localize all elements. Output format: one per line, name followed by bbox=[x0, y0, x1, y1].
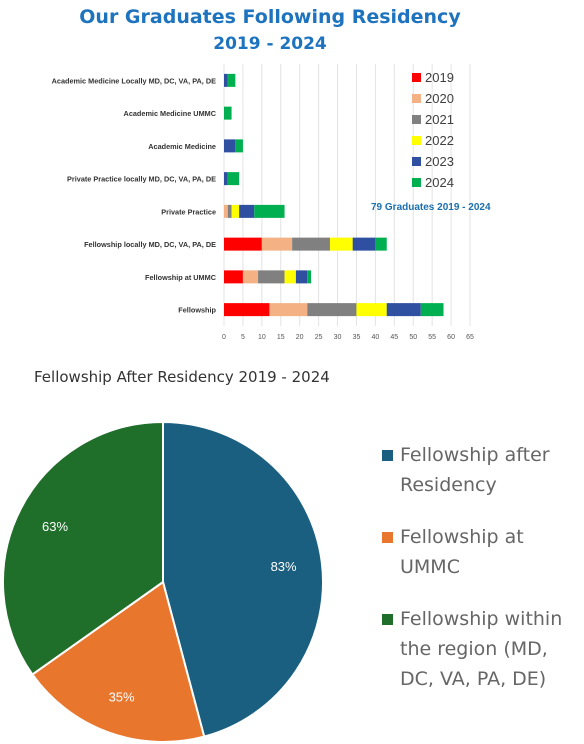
x-tick-label: 35 bbox=[353, 334, 361, 341]
bar-segment bbox=[235, 139, 243, 153]
bar-segment bbox=[295, 270, 308, 284]
bar-segment bbox=[352, 237, 376, 251]
bar-segment bbox=[242, 270, 259, 284]
bar-segment bbox=[224, 204, 228, 218]
x-tick-label: 50 bbox=[409, 334, 417, 341]
pie-slice-label: 83% bbox=[271, 559, 297, 574]
x-tick-label: 45 bbox=[390, 334, 398, 341]
category-label: Academic Medicine bbox=[148, 142, 216, 151]
pie-legend: Fellowship after Residency Fellowship at… bbox=[382, 440, 582, 716]
legend-label: 2021 bbox=[425, 112, 454, 127]
bar-segment bbox=[258, 270, 285, 284]
pie-legend-swatch bbox=[382, 450, 393, 461]
bar-segment bbox=[224, 139, 236, 153]
x-tick-label: 30 bbox=[334, 334, 342, 341]
x-tick-label: 40 bbox=[371, 334, 379, 341]
pie-legend-item: Fellowship at UMMC bbox=[382, 522, 582, 582]
category-label: Academic Medicine Locally MD, DC, VA, PA… bbox=[52, 76, 216, 85]
x-tick-label: 25 bbox=[315, 334, 323, 341]
pie-slice bbox=[31, 580, 206, 744]
bar-segment bbox=[420, 303, 444, 317]
x-tick-label: 55 bbox=[428, 334, 436, 341]
bar-segment bbox=[224, 172, 228, 186]
category-label: Private Practice locally MD, DC, VA, PA,… bbox=[67, 175, 216, 184]
pie-chart: 83% 35% 63% bbox=[2, 420, 325, 744]
x-tick-label: 5 bbox=[241, 334, 245, 341]
category-label: Fellowship locally MD, DC, VA, PA, DE bbox=[84, 240, 216, 249]
bar-segment bbox=[224, 270, 243, 284]
bar-chart-subtitle: 2019 - 2024 bbox=[213, 34, 327, 54]
pie-legend-label: Fellowship after Residency bbox=[400, 444, 550, 496]
category-label: Fellowship bbox=[178, 306, 216, 315]
legend-label: 2019 bbox=[425, 70, 454, 85]
pie-legend-label: Fellowship at UMMC bbox=[400, 526, 524, 578]
x-tick-label: 60 bbox=[447, 334, 455, 341]
bar-segment bbox=[224, 73, 228, 87]
legend-label: 2022 bbox=[425, 133, 454, 148]
bar-segment bbox=[269, 303, 308, 317]
legend-swatch bbox=[412, 136, 421, 145]
bar-segment bbox=[231, 204, 240, 218]
pie-chart-title: Fellowship After Residency 2019 - 2024 bbox=[34, 368, 330, 386]
bar-segment bbox=[224, 237, 262, 251]
bar-segment bbox=[284, 270, 296, 284]
stacked-bar-chart: 0 5 10 15 20 25 30 35 40 45 50 55 60 65 Academic Medic… bbox=[52, 64, 491, 341]
bar-segment bbox=[239, 204, 255, 218]
bar-segment bbox=[254, 204, 285, 218]
bar-segment bbox=[356, 303, 387, 317]
bar-segment bbox=[386, 303, 421, 317]
bar-segment bbox=[329, 237, 353, 251]
x-tick-label: 10 bbox=[258, 334, 266, 341]
pie-legend-swatch bbox=[382, 614, 393, 625]
category-label: Private Practice bbox=[161, 207, 216, 216]
x-tick-label: 0 bbox=[222, 334, 226, 341]
annotation-text: 79 Graduates 2019 - 2024 bbox=[371, 202, 491, 213]
legend-swatch bbox=[412, 157, 421, 166]
bar-segment bbox=[292, 237, 330, 251]
x-tick-label: 20 bbox=[296, 334, 304, 341]
bar-segment bbox=[227, 172, 240, 186]
bar-segment bbox=[224, 106, 232, 120]
legend-label: 2023 bbox=[425, 154, 454, 169]
pie-slice bbox=[2, 420, 164, 676]
bar-segment bbox=[227, 73, 236, 87]
bar-segment bbox=[261, 237, 293, 251]
bar-segment bbox=[307, 270, 312, 284]
pie-slice-label: 63% bbox=[42, 519, 68, 534]
category-label: Fellowship at UMMC bbox=[145, 273, 217, 282]
pie-legend-swatch bbox=[382, 532, 393, 543]
legend-label: 2020 bbox=[425, 91, 454, 106]
pie-slice bbox=[162, 420, 325, 738]
bar-segment bbox=[224, 303, 270, 317]
pie-legend-item: Fellowship within the region (MD, DC, VA… bbox=[382, 604, 582, 694]
legend-swatch bbox=[412, 94, 421, 103]
bar-segment bbox=[227, 204, 232, 218]
x-tick-label: 65 bbox=[466, 334, 474, 341]
bar-chart-title: Our Graduates Following Residency bbox=[79, 6, 461, 28]
pie-slice-label: 35% bbox=[109, 689, 135, 704]
legend-swatch bbox=[412, 73, 421, 82]
pie-legend-label: Fellowship within the region (MD, DC, VA… bbox=[400, 608, 563, 690]
legend-swatch bbox=[412, 115, 421, 124]
legend-label: 2024 bbox=[425, 175, 454, 190]
legend-swatch bbox=[412, 178, 421, 187]
bar-segment bbox=[375, 237, 387, 251]
bar-segment bbox=[307, 303, 357, 317]
pie-legend-item: Fellowship after Residency bbox=[382, 440, 582, 500]
x-tick-label: 15 bbox=[277, 334, 285, 341]
category-label: Academic Medicine UMMC bbox=[124, 109, 217, 118]
